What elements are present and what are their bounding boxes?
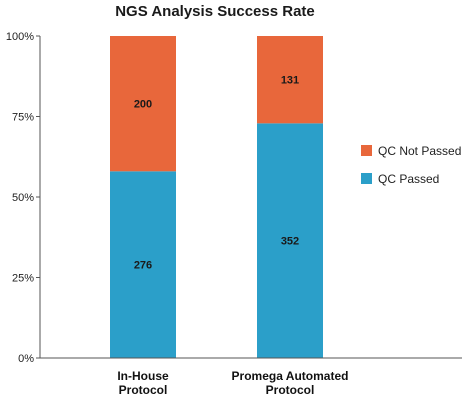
bar-segment-qc-passed — [257, 123, 323, 358]
x-tick-label: In-House — [117, 369, 169, 383]
legend-swatch — [361, 145, 372, 156]
data-label: 131 — [281, 75, 299, 87]
y-tick-label: 25% — [12, 273, 34, 285]
x-tick-label: Protocol — [266, 383, 315, 397]
x-tick-label: Protocol — [119, 383, 168, 397]
x-tick-label: Promega Automated — [232, 369, 349, 383]
data-label: 276 — [134, 260, 152, 272]
legend-swatch — [361, 173, 372, 184]
y-tick-label: 0% — [18, 353, 34, 365]
legend: QC Not Passed QC Passed — [361, 144, 461, 186]
chart-title: NGS Analysis Success Rate — [115, 3, 315, 20]
legend-label: QC Passed — [378, 172, 439, 186]
legend-label: QC Not Passed — [378, 144, 461, 158]
y-tick-label: 75% — [12, 112, 34, 124]
bars: 276 200 352 131 — [110, 36, 323, 358]
data-label: 200 — [134, 99, 152, 111]
bar-segment-qc-not-passed — [110, 36, 176, 172]
bar-segment-qc-not-passed — [257, 36, 323, 124]
y-axis: 0% 25% 50% 75% 100% — [6, 31, 41, 365]
y-tick-label: 50% — [12, 192, 34, 204]
y-tick-label: 100% — [6, 31, 34, 43]
bar-segment-qc-passed — [110, 171, 176, 358]
data-label: 352 — [281, 236, 299, 248]
